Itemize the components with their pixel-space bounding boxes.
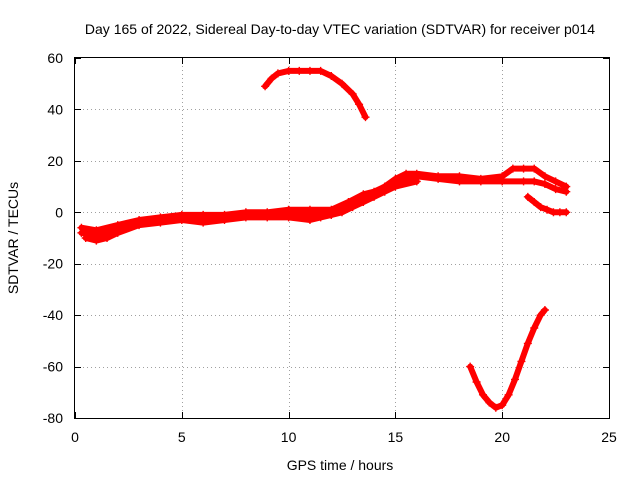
data-point [519, 177, 528, 186]
data-point [273, 69, 282, 78]
series-5 [466, 306, 549, 412]
data-point [517, 357, 526, 366]
series-line [82, 178, 420, 244]
data-point [305, 66, 314, 75]
data-point [103, 234, 112, 242]
series-line [262, 67, 369, 121]
y-axis-label: SDTVAR / TECUs [5, 182, 21, 294]
data-point [220, 216, 229, 224]
x-axis-label: GPS time / hours [287, 457, 394, 473]
data-point [523, 192, 532, 201]
data-point [113, 228, 122, 237]
data-point [391, 182, 400, 191]
data-point [77, 228, 86, 237]
data-point [135, 221, 144, 230]
chart-title: Day 165 of 2022, Sidereal Day-to-day VTE… [85, 21, 595, 37]
data-point [316, 213, 325, 222]
x-tick-label: 20 [494, 429, 510, 445]
y-tick-label: -80 [43, 410, 63, 426]
data-point [348, 203, 357, 212]
data-point [498, 401, 507, 410]
data-series [77, 66, 571, 412]
data-point [355, 100, 364, 109]
data-point [338, 208, 346, 217]
data-point [267, 74, 276, 83]
y-tick-label: 40 [47, 101, 63, 117]
data-point [263, 213, 272, 222]
data-point [434, 174, 443, 183]
x-tick-label: 10 [281, 429, 297, 445]
data-point [508, 164, 517, 173]
data-point [530, 177, 539, 186]
data-point [551, 177, 560, 186]
data-point [540, 306, 549, 314]
series-line [78, 173, 570, 239]
data-point [536, 203, 545, 212]
y-tick-label: 60 [47, 50, 63, 66]
data-point [361, 113, 370, 122]
data-point [519, 164, 528, 173]
data-point [316, 66, 325, 75]
series-2 [77, 172, 571, 240]
plot-frame [74, 57, 610, 419]
series-4 [261, 66, 370, 122]
data-point [472, 378, 481, 386]
data-point [284, 213, 293, 222]
data-point [455, 177, 464, 186]
data-point [562, 187, 571, 196]
data-point [536, 311, 545, 320]
data-point [81, 234, 90, 242]
data-point [348, 90, 357, 98]
grid [75, 58, 609, 418]
data-point [540, 172, 549, 181]
data-point [466, 362, 475, 371]
data-point [199, 218, 208, 227]
y-tick-label: -40 [43, 307, 63, 323]
data-point [543, 205, 552, 214]
x-tick-label: 0 [71, 429, 79, 445]
data-point [498, 177, 507, 186]
data-point [511, 375, 520, 384]
data-point [92, 236, 101, 245]
x-tick-label: 15 [388, 429, 404, 445]
data-point [327, 72, 336, 80]
data-point [338, 79, 346, 88]
data-point [284, 66, 293, 75]
data-point [359, 198, 368, 206]
data-point [412, 177, 421, 186]
data-point [504, 390, 513, 399]
data-point [530, 164, 539, 173]
data-point [261, 82, 270, 91]
series-6 [523, 192, 571, 217]
axis-ticks: 0 5 10 15 20 25 -80 -60 -40 -20 0 20 40 60 [43, 50, 617, 445]
y-tick-label: 20 [47, 153, 63, 169]
data-point [327, 210, 336, 219]
data-point [491, 403, 500, 412]
data-point [476, 177, 485, 186]
data-point [562, 208, 571, 217]
y-tick-label: -20 [43, 256, 63, 272]
y-tick-label: 0 [55, 204, 63, 220]
data-point [380, 187, 389, 196]
data-point [540, 180, 549, 188]
x-tick-label: 5 [178, 429, 186, 445]
data-point [551, 185, 560, 194]
y-tick-label: -60 [43, 359, 63, 375]
data-point [530, 198, 539, 206]
data-point [478, 390, 487, 399]
series-3 [81, 177, 421, 245]
data-point [305, 216, 314, 224]
data-point [156, 218, 165, 227]
data-point [530, 324, 539, 332]
data-point [485, 398, 494, 407]
data-point [295, 66, 304, 75]
x-tick-label: 25 [601, 429, 617, 445]
data-point [177, 216, 186, 224]
data-point [370, 192, 379, 201]
data-point [523, 339, 532, 348]
data-point [241, 213, 250, 222]
